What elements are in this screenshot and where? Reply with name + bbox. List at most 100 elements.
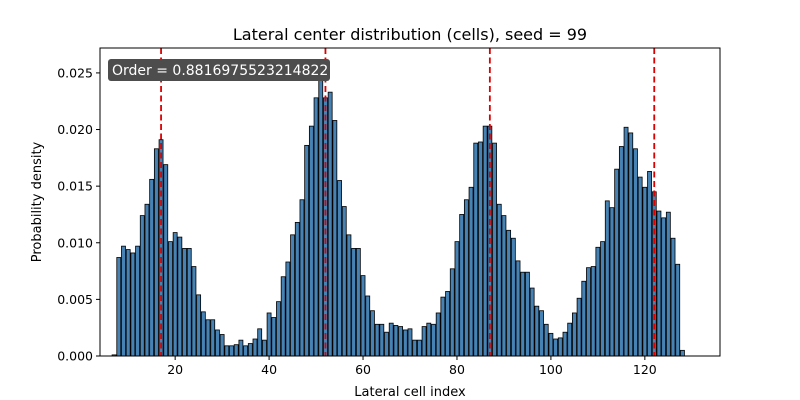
y-tick-label: 0.005 (57, 292, 93, 307)
bar (506, 229, 512, 357)
bar (492, 142, 497, 357)
bar (233, 344, 239, 357)
bar (543, 323, 549, 357)
bar (478, 141, 483, 357)
bar (637, 176, 643, 357)
bar (665, 211, 671, 357)
y-axis-label: Probability density (30, 141, 45, 262)
bar (121, 245, 126, 357)
bar (529, 287, 535, 357)
bar (454, 241, 460, 357)
bar (534, 305, 540, 357)
bar (440, 296, 446, 357)
bar (496, 203, 502, 357)
bar (412, 339, 418, 357)
bar (548, 332, 554, 357)
bar (539, 310, 544, 357)
bar (609, 207, 615, 357)
bar (341, 206, 347, 357)
bar (200, 311, 206, 357)
bar (182, 248, 187, 357)
bar (299, 199, 305, 357)
bar (191, 266, 197, 357)
bar (257, 328, 263, 357)
bar (459, 214, 465, 357)
bar (116, 257, 122, 357)
x-tick-label: 20 (167, 362, 183, 377)
bar (261, 339, 267, 357)
bar (468, 186, 474, 357)
bar (445, 291, 450, 357)
bar (252, 338, 258, 357)
bar (238, 339, 244, 357)
bar (130, 252, 136, 357)
y-tick-label: 0.020 (57, 122, 93, 137)
bar (384, 331, 389, 357)
bar (355, 248, 361, 357)
bar (463, 199, 469, 357)
bar (370, 310, 375, 357)
bar (520, 271, 526, 357)
order-annotation: Order = 0.8816975523214822 (108, 59, 330, 81)
bar (618, 146, 624, 357)
bar (304, 144, 310, 357)
bar (449, 268, 455, 357)
y-tick-label: 0.000 (57, 349, 93, 364)
bar (196, 294, 202, 357)
bar (557, 337, 563, 357)
bar (393, 325, 399, 357)
bar (379, 323, 385, 357)
bar (139, 215, 145, 357)
bar (280, 276, 286, 357)
bar (168, 241, 173, 357)
bar (600, 241, 605, 357)
bar (431, 323, 436, 357)
bar (595, 246, 601, 357)
bar (651, 191, 657, 357)
bar (172, 232, 178, 357)
bar (482, 125, 488, 357)
bar (163, 164, 169, 357)
axes-frame (99, 47, 721, 357)
bar (276, 301, 281, 357)
bar (675, 263, 681, 357)
bar (332, 120, 338, 357)
plot-area (99, 47, 721, 357)
bar (435, 312, 441, 357)
bar (360, 275, 366, 357)
bar (294, 221, 300, 357)
bar (337, 180, 342, 357)
bar (351, 248, 357, 357)
x-axis-ticks: 20 40 60 80 100 120 (167, 356, 657, 377)
bar (421, 326, 427, 357)
y-axis-ticks: 0.000 0.005 0.010 0.015 0.020 0.025 (57, 65, 100, 364)
bar (290, 234, 295, 357)
bar (365, 295, 371, 357)
bar (416, 339, 422, 357)
bar (590, 266, 596, 357)
x-tick-label: 40 (261, 362, 277, 377)
x-tick-label: 80 (449, 362, 465, 377)
bar (125, 249, 131, 357)
y-tick-label: 0.015 (57, 179, 93, 194)
x-tick-label: 100 (539, 362, 563, 377)
bar (215, 329, 220, 357)
bar (266, 312, 272, 357)
bar (647, 171, 652, 357)
bar (572, 312, 577, 357)
bar (177, 236, 183, 357)
bar (501, 215, 507, 357)
bar (243, 345, 249, 357)
bar (210, 319, 216, 357)
peak-lines-group (160, 48, 656, 356)
bar (224, 345, 230, 357)
bar (318, 70, 324, 357)
annotation-text: Order = 0.8816975523214822 (112, 63, 328, 79)
chart-title: Lateral center distribution (cells), see… (233, 25, 587, 44)
bar (567, 322, 573, 357)
bar (313, 97, 319, 357)
bar (656, 210, 662, 357)
x-tick-label: 60 (355, 362, 371, 377)
bar (515, 260, 521, 357)
